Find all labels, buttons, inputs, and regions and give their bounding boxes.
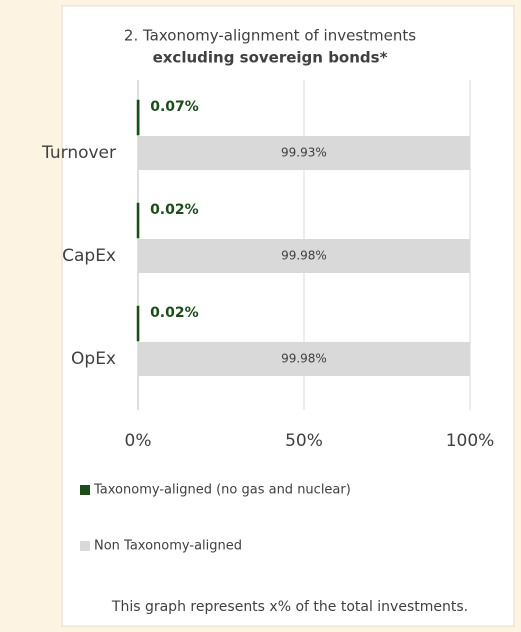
legend-label: Taxonomy-aligned (no gas and nuclear) <box>93 483 351 498</box>
chart-title: 2. Taxonomy-alignment of investments <box>124 27 416 45</box>
x-tick-label: 100% <box>446 431 495 451</box>
legend-swatch <box>80 541 90 551</box>
note: This graph represents x% of the total in… <box>111 599 468 615</box>
x-tick-label: 50% <box>285 431 323 451</box>
bar <box>138 239 470 273</box>
legend-label: Non Taxonomy-aligned <box>94 539 242 554</box>
panel <box>61 5 515 627</box>
x-tick-label: 0% <box>125 431 152 451</box>
value-label: 0.07% <box>150 99 199 115</box>
value-label: 0.02% <box>150 305 199 321</box>
y-tick-label: CapEx <box>62 246 116 266</box>
y-tick-label: OpEx <box>71 349 116 369</box>
y-tick-label: Turnover <box>41 143 116 163</box>
value-label: 0.02% <box>150 202 199 218</box>
legend-swatch <box>80 485 90 495</box>
value-label: 99.93% <box>281 146 327 160</box>
value-label: 99.98% <box>281 352 327 366</box>
value-label: 99.98% <box>281 249 327 263</box>
bar <box>138 136 470 170</box>
chart-subtitle: excluding sovereign bonds* <box>153 49 388 67</box>
bar <box>138 342 470 376</box>
